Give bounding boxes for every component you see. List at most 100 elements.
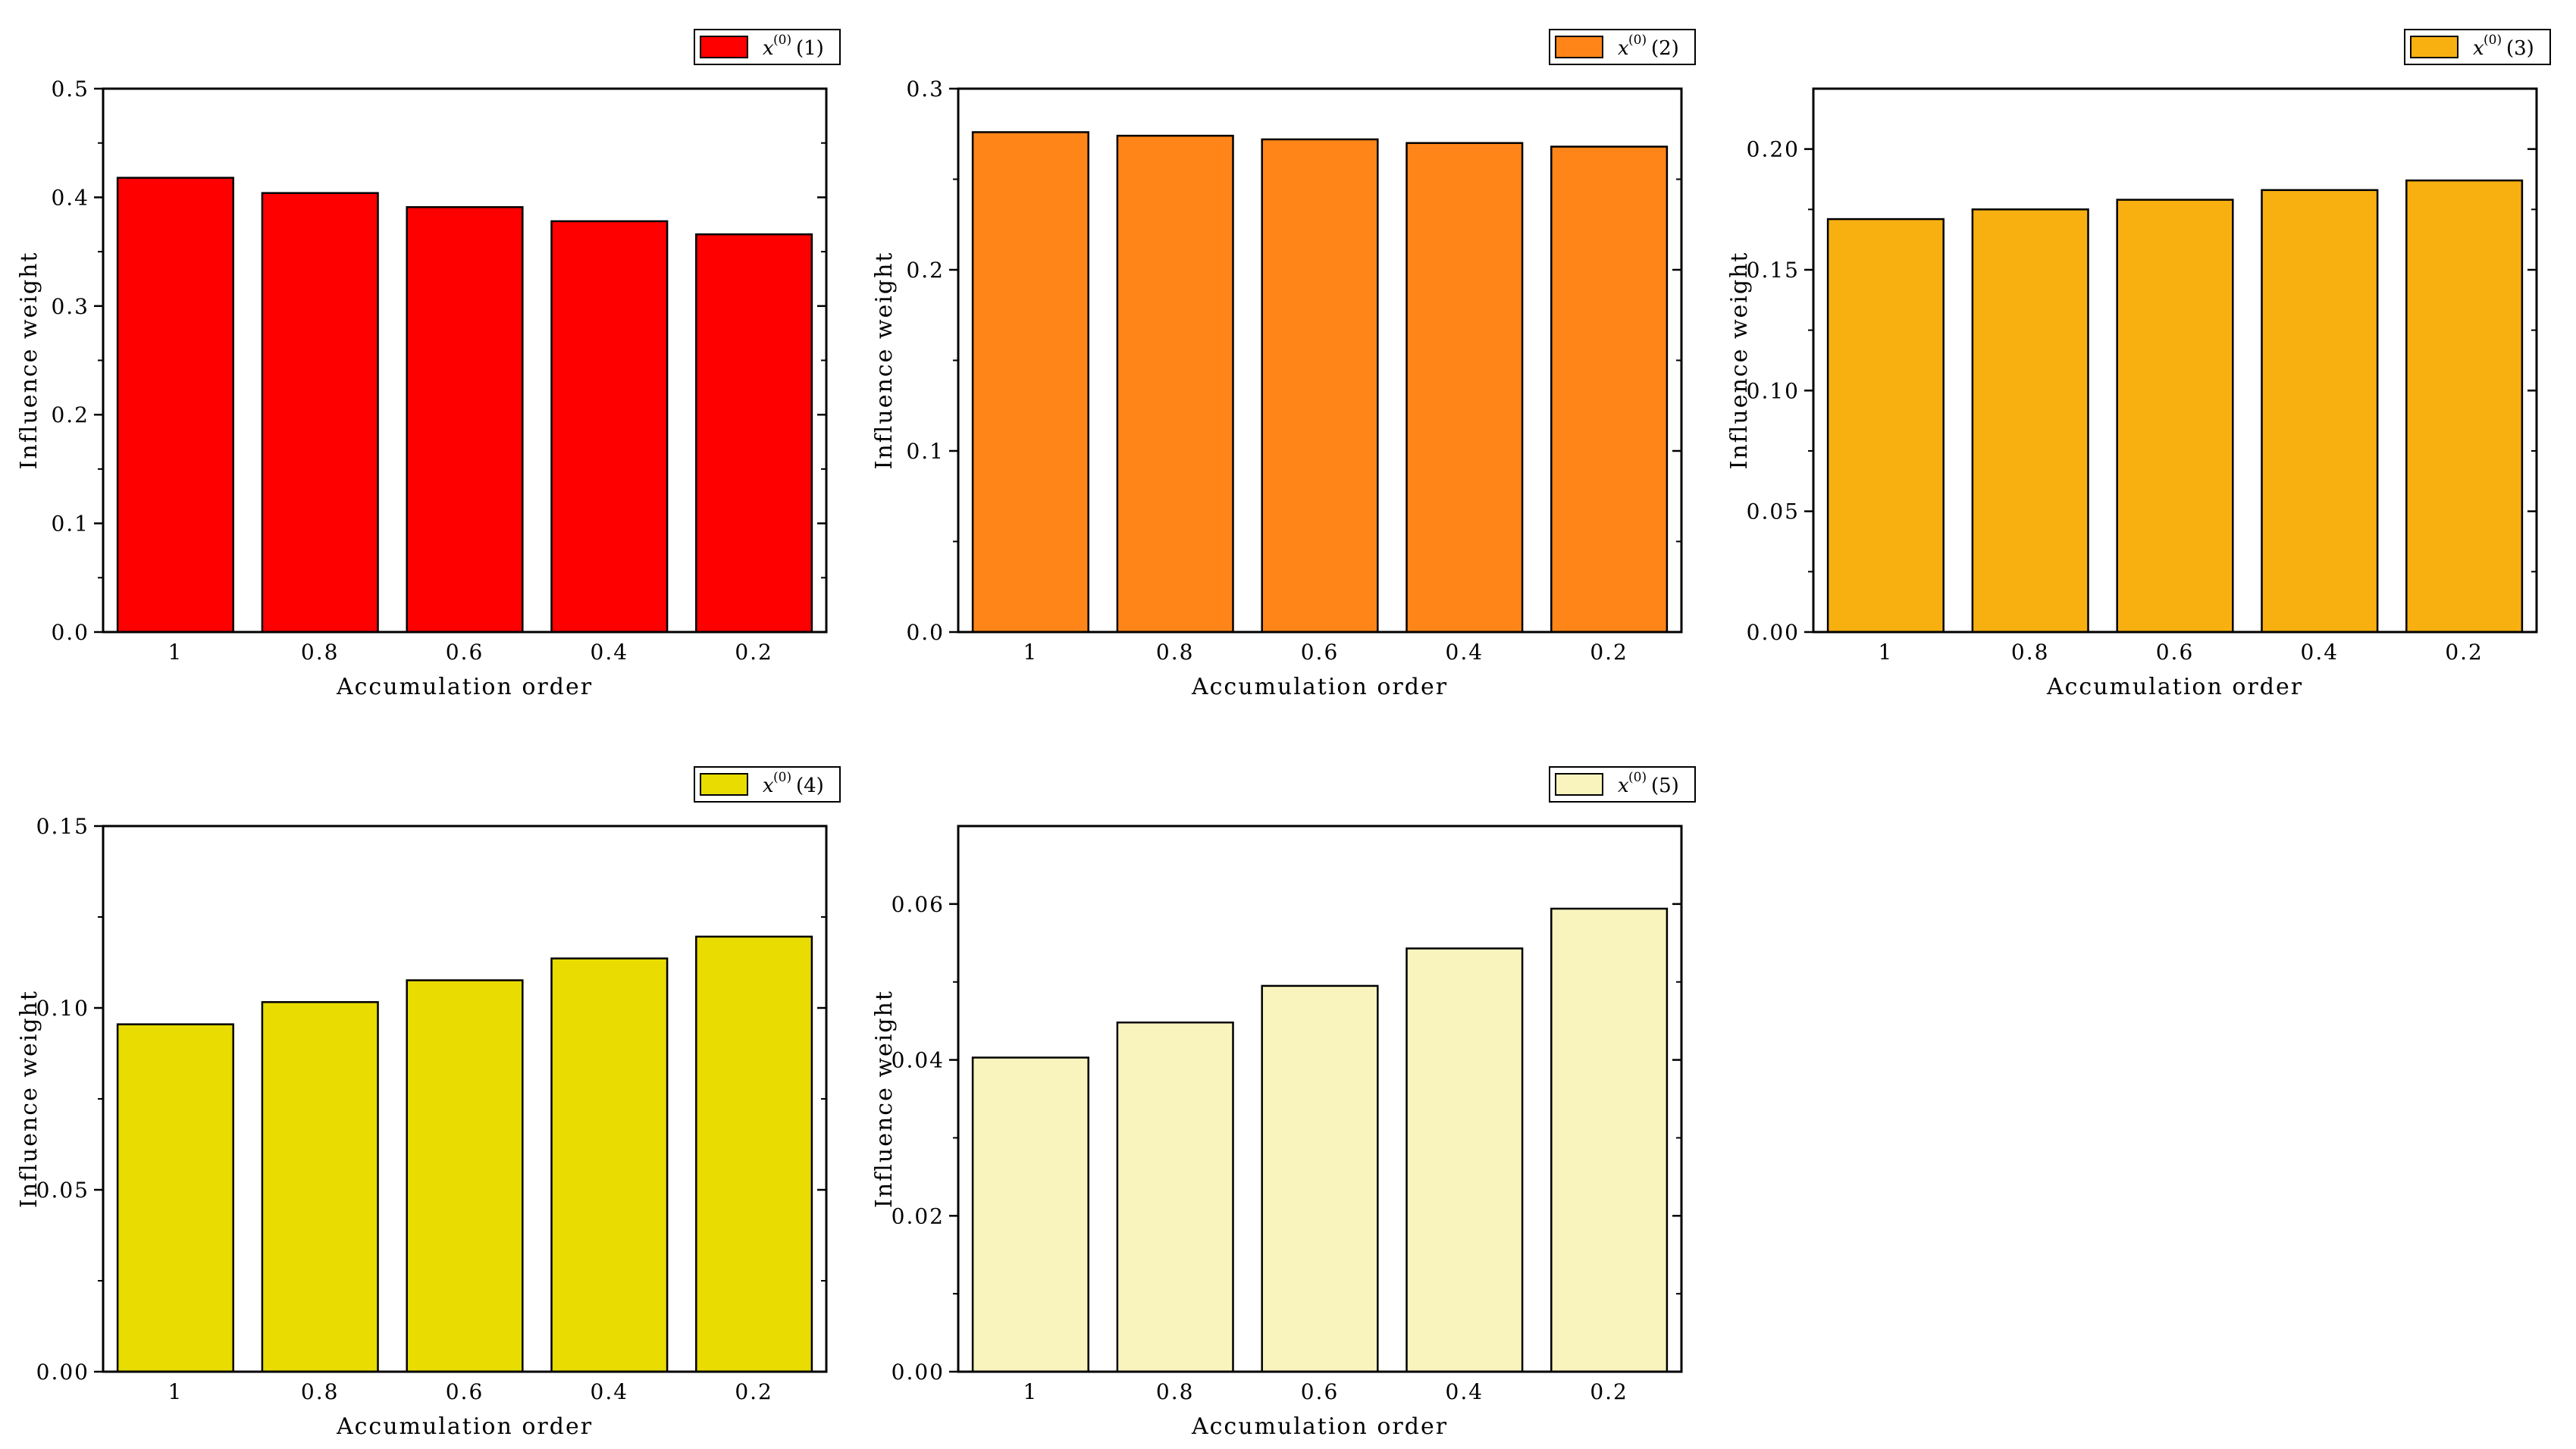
bar-0.2 [1550, 907, 1669, 1373]
y-tick-label: 0.2 [906, 258, 945, 283]
legend: x (0) (4) [694, 766, 841, 803]
bar-0.4 [550, 220, 669, 634]
y-tick-label: 0.05 [1747, 499, 1800, 524]
legend-index: (1) [796, 37, 824, 60]
y-tick-label: 0.10 [1747, 378, 1800, 403]
bar-0.6 [1261, 984, 1379, 1373]
panel-4: 0.00 0.05 0.10 0.15 1 0.8 0.6 0.4 0.2 Accumulatio… [16, 766, 841, 1440]
y-tick-label: 0.00 [1747, 620, 1800, 645]
bar-0.2 [2405, 179, 2524, 634]
x-tick-label: 0.2 [1590, 640, 1628, 665]
x-axis-label: Accumulation order [1191, 1413, 1448, 1440]
bar-1 [1826, 218, 1945, 634]
x-tick-label: 0.6 [446, 640, 484, 665]
plot-frame [957, 825, 1683, 1373]
y-tick-label: 0.1 [906, 439, 945, 464]
y-tick-label: 0.10 [36, 996, 89, 1021]
x-tick-label: 1 [1023, 1379, 1038, 1404]
y-tick-label: 0.15 [36, 814, 89, 839]
y-tick-label: 0.0 [906, 620, 945, 645]
x-axis-label: Accumulation order [2046, 674, 2303, 700]
bar-0.2 [1550, 146, 1669, 634]
x-tick-label: 0.2 [1590, 1379, 1628, 1404]
legend-index: (3) [2506, 37, 2534, 60]
x-axis-label: Accumulation order [336, 674, 593, 700]
panel-1: 0.0 0.1 0.2 0.3 0.4 0.5 1 0.8 0.6 0.4 0.2 Accumulat… [16, 29, 841, 700]
legend-index: (5) [1651, 775, 1679, 797]
y-tick-label: 0.02 [892, 1203, 945, 1228]
x-tick-label: 0.6 [446, 1379, 484, 1404]
bar-0.2 [695, 233, 813, 634]
y-tick-label: 0.05 [36, 1178, 89, 1203]
legend: x (0) (1) [694, 29, 841, 65]
legend-symbol: x [763, 775, 774, 797]
legend-symbol: x [1618, 775, 1629, 797]
legend-superscript: (0) [1628, 33, 1647, 48]
x-tick-label: 0.6 [1301, 1379, 1340, 1404]
y-tick-label: 0.06 [892, 892, 945, 917]
y-tick-label: 0.3 [51, 294, 89, 319]
bar-0.4 [1406, 142, 1524, 634]
x-axis-label: Accumulation order [336, 1413, 593, 1440]
x-tick-label: 0.8 [301, 1379, 340, 1404]
bar-0.6 [2116, 199, 2234, 634]
legend-superscript: (0) [773, 33, 791, 48]
y-axis-label: Influence weight [871, 990, 898, 1208]
x-tick-label: 0.8 [2011, 640, 2050, 665]
y-tick-label: 0.3 [906, 77, 945, 102]
y-tick-label: 0.00 [892, 1360, 945, 1385]
y-tick-label: 0.04 [892, 1048, 945, 1073]
legend-index: (2) [1651, 37, 1679, 60]
panel-5: 0.00 0.02 0.04 0.06 1 0.8 0.6 0.4 0.2 Accumulatio… [871, 766, 1696, 1440]
bar-0.6 [406, 206, 524, 634]
legend-superscript: (0) [773, 770, 791, 785]
legend: x (0) (2) [1549, 29, 1696, 65]
y-tick-label: 0.20 [1747, 137, 1800, 162]
legend-swatch [1555, 773, 1603, 796]
x-tick-label: 0.4 [591, 1379, 629, 1404]
legend-swatch [700, 773, 748, 796]
bar-0.8 [1116, 134, 1234, 634]
x-tick-label: 0.6 [2156, 640, 2195, 665]
y-axis-label: Influence weight [1726, 252, 1753, 470]
bar-0.8 [1971, 208, 2089, 634]
y-axis-label: Influence weight [871, 252, 898, 470]
x-tick-label: 0.4 [2301, 640, 2339, 665]
legend-symbol: x [2473, 37, 2484, 60]
x-tick-label: 1 [1023, 640, 1038, 665]
plot-frame [1812, 87, 2538, 634]
legend-swatch [2410, 36, 2458, 58]
panel-3: 0.00 0.05 0.10 0.15 0.20 1 0.8 0.6 0.4 0.2 Accumul… [1726, 29, 2551, 700]
y-tick-label: 0.00 [36, 1360, 89, 1385]
bar-1 [971, 1056, 1089, 1373]
y-tick-label: 0.2 [51, 402, 89, 427]
x-tick-label: 0.4 [1446, 1379, 1484, 1404]
legend-index: (4) [796, 775, 824, 797]
legend-superscript: (0) [2484, 33, 2502, 48]
legend: x (0) (5) [1549, 766, 1696, 803]
x-tick-label: 0.4 [1446, 640, 1484, 665]
bar-1 [971, 131, 1089, 634]
x-tick-label: 0.2 [735, 640, 773, 665]
x-tick-label: 0.8 [1156, 1379, 1195, 1404]
legend-symbol: x [1618, 37, 1629, 60]
y-axis-label: Influence weight [16, 990, 42, 1208]
legend-superscript: (0) [1628, 770, 1647, 785]
x-tick-label: 0.4 [591, 640, 629, 665]
legend-symbol: x [763, 37, 774, 60]
x-tick-label: 1 [168, 1379, 183, 1404]
bar-0.8 [261, 1001, 379, 1373]
x-tick-label: 0.8 [301, 640, 340, 665]
x-tick-label: 1 [168, 640, 183, 665]
bar-0.4 [550, 957, 669, 1373]
bar-0.6 [1261, 138, 1379, 634]
bar-1 [116, 1023, 234, 1373]
x-tick-label: 0.2 [2445, 640, 2484, 665]
x-tick-label: 0.6 [1301, 640, 1340, 665]
x-tick-label: 0.8 [1156, 640, 1195, 665]
y-tick-label: 0.0 [51, 620, 89, 645]
y-tick-label: 0.5 [51, 77, 89, 102]
bar-0.6 [406, 979, 524, 1373]
x-axis-label: Accumulation order [1191, 674, 1448, 700]
